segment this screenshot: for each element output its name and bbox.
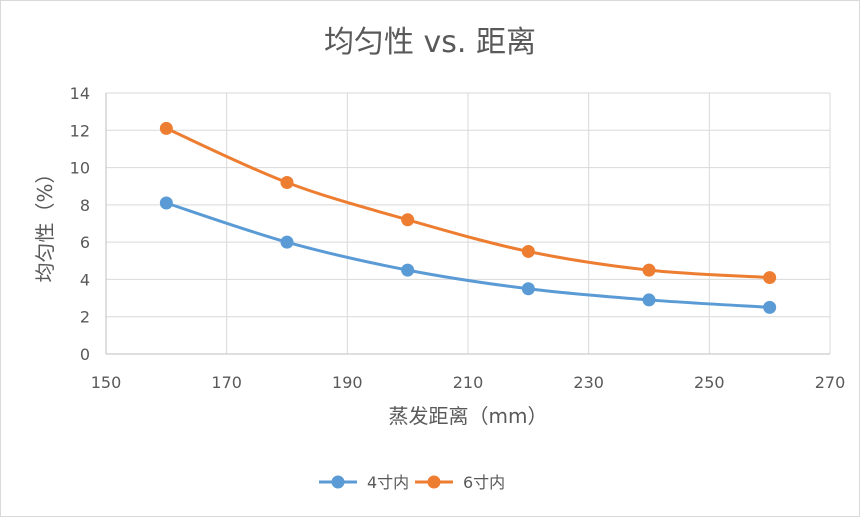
legend-label: 4寸内 (367, 473, 409, 492)
data-point (280, 235, 294, 249)
y-tick-label: 10 (70, 159, 90, 178)
data-point (159, 121, 173, 135)
data-point (642, 293, 656, 307)
x-tick-label: 150 (91, 373, 122, 392)
data-point (159, 196, 173, 210)
legend-item: 4寸内 (319, 473, 409, 492)
data-point (763, 300, 777, 314)
gridlines (106, 92, 831, 354)
x-tick-label: 230 (573, 373, 604, 392)
y-tick-label: 4 (80, 270, 90, 289)
data-point (280, 175, 294, 189)
data-point (521, 282, 535, 296)
y-tick-label: 12 (70, 121, 90, 140)
y-tick-label: 2 (80, 308, 90, 327)
data-point (521, 244, 535, 258)
legend: 4寸内 6寸内 (319, 473, 505, 492)
x-tick-label: 210 (453, 373, 484, 392)
legend-marker (331, 475, 345, 489)
legend-label: 6寸内 (463, 473, 505, 492)
y-tick-label: 0 (80, 345, 90, 364)
series-2 (159, 121, 777, 285)
x-axis-title: 蒸发距离（mm） (389, 404, 548, 428)
x-tick-label: 270 (815, 373, 846, 392)
y-tick-label: 14 (70, 84, 90, 103)
series-layer (159, 121, 777, 314)
y-tick-label: 6 (80, 233, 90, 252)
chart-title: 均匀性 vs. 距离 (324, 25, 536, 60)
x-tick-label: 250 (694, 373, 725, 392)
tick-labels: 0 2 4 6 8 10 12 14 150 170 190 210 230 250 270 (70, 84, 846, 392)
legend-item: 6寸内 (415, 473, 505, 492)
data-point (401, 263, 415, 277)
series-1 (159, 196, 777, 314)
data-point (763, 271, 777, 285)
data-point (642, 263, 656, 277)
x-tick-label: 170 (211, 373, 242, 392)
y-tick-label: 8 (80, 196, 90, 215)
x-tick-label: 190 (332, 373, 363, 392)
axes (105, 93, 830, 355)
data-point (401, 213, 415, 227)
y-axis-title: 均匀性（%） (33, 163, 57, 282)
legend-marker (427, 475, 441, 489)
